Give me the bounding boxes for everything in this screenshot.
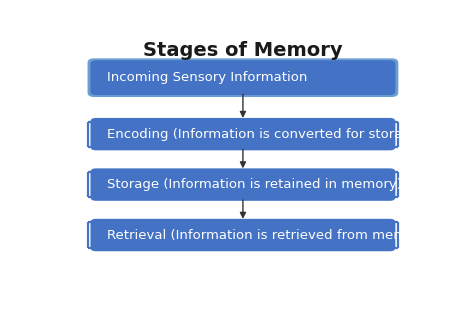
Text: Storage (Information is retained in memory): Storage (Information is retained in memo… (107, 178, 402, 191)
Text: Incoming Sensory Information: Incoming Sensory Information (107, 71, 307, 84)
Text: Stages of Memory: Stages of Memory (143, 41, 343, 60)
FancyBboxPatch shape (91, 60, 395, 95)
FancyBboxPatch shape (91, 219, 395, 251)
Text: Encoding (Information is converted for storage): Encoding (Information is converted for s… (107, 128, 424, 141)
FancyBboxPatch shape (91, 168, 395, 201)
Text: Retrieval (Information is retrieved from memory): Retrieval (Information is retrieved from… (107, 228, 433, 241)
FancyBboxPatch shape (88, 58, 398, 97)
FancyBboxPatch shape (91, 118, 395, 150)
